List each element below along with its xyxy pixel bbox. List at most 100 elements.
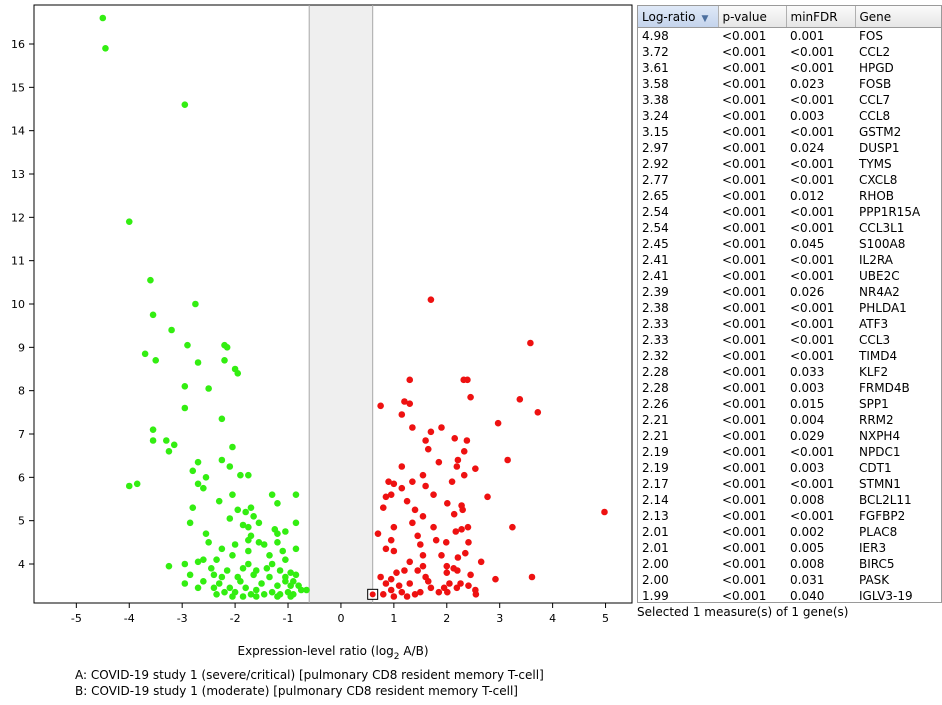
gene-point-up[interactable] bbox=[403, 593, 411, 600]
gene-point-down[interactable] bbox=[237, 471, 244, 479]
gene-point-up[interactable] bbox=[390, 547, 398, 555]
gene-point-down[interactable] bbox=[184, 341, 191, 349]
gene-point-up[interactable] bbox=[379, 504, 387, 511]
gene-point-up[interactable] bbox=[390, 523, 398, 531]
gene-point-down[interactable] bbox=[268, 588, 276, 596]
gene-point-up[interactable] bbox=[382, 580, 390, 587]
gene-point-down[interactable] bbox=[229, 593, 236, 600]
gene-point-down[interactable] bbox=[268, 560, 276, 568]
gene-point-down[interactable] bbox=[181, 101, 189, 108]
gene-point-down[interactable] bbox=[133, 480, 141, 488]
table-row[interactable]: 1.99 <0.001 0.040 IGLV3-19 bbox=[638, 588, 941, 602]
gene-point-down[interactable] bbox=[245, 536, 252, 544]
table-row[interactable]: 2.32 <0.001 <0.001 TIMD4 bbox=[638, 348, 941, 364]
table-row[interactable]: 3.38 <0.001 <0.001 CCL7 bbox=[638, 92, 941, 108]
gene-point-up[interactable] bbox=[451, 435, 459, 442]
table-row[interactable]: 2.54 <0.001 <0.001 PPP1R15A bbox=[638, 204, 941, 220]
table-row[interactable]: 2.39 <0.001 0.026 NR4A2 bbox=[638, 284, 941, 300]
gene-point-down[interactable] bbox=[237, 578, 244, 585]
gene-point-down[interactable] bbox=[205, 385, 212, 392]
column-header-minfdr[interactable]: minFDR bbox=[786, 6, 856, 28]
gene-point-down[interactable] bbox=[247, 504, 255, 511]
gene-point-down[interactable] bbox=[287, 593, 294, 600]
gene-point-up[interactable] bbox=[464, 523, 472, 531]
gene-point-up[interactable] bbox=[452, 528, 460, 535]
table-row[interactable]: 2.38 <0.001 <0.001 PHLDA1 bbox=[638, 300, 941, 316]
gene-point-down[interactable] bbox=[279, 547, 287, 555]
gene-point-down[interactable] bbox=[260, 591, 268, 598]
gene-point-up[interactable] bbox=[414, 532, 421, 540]
gene-point-down[interactable] bbox=[202, 530, 210, 537]
table-row[interactable]: 3.58 <0.001 0.023 FOSB bbox=[638, 76, 941, 92]
gene-point-down[interactable] bbox=[252, 593, 260, 600]
gene-point-up[interactable] bbox=[374, 530, 382, 537]
gene-point-down[interactable] bbox=[260, 541, 268, 548]
gene-point-down[interactable] bbox=[226, 515, 234, 522]
gene-point-up[interactable] bbox=[453, 584, 461, 592]
selected-gene-point[interactable] bbox=[369, 591, 376, 598]
gene-point-down[interactable] bbox=[168, 326, 175, 334]
gene-point-up[interactable] bbox=[442, 539, 450, 546]
gene-point-down[interactable] bbox=[282, 528, 289, 535]
gene-point-up[interactable] bbox=[472, 591, 480, 598]
gene-point-down[interactable] bbox=[186, 519, 194, 527]
gene-point-up[interactable] bbox=[406, 376, 414, 384]
gene-point-down[interactable] bbox=[200, 484, 207, 492]
gene-point-up[interactable] bbox=[387, 575, 395, 583]
gene-point-down[interactable] bbox=[218, 545, 226, 553]
gene-point-up[interactable] bbox=[395, 582, 403, 589]
gene-point-down[interactable] bbox=[292, 545, 300, 553]
gene-point-up[interactable] bbox=[601, 508, 608, 516]
gene-point-up[interactable] bbox=[463, 437, 471, 444]
column-header-log-ratio[interactable]: Log-ratio ▼ bbox=[638, 6, 719, 28]
gene-point-up[interactable] bbox=[494, 419, 502, 427]
gene-point-down[interactable] bbox=[252, 586, 260, 594]
table-row[interactable]: 2.77 <0.001 <0.001 CXCL8 bbox=[638, 172, 941, 188]
gene-point-down[interactable] bbox=[245, 471, 252, 479]
table-row[interactable]: 3.72 <0.001 <0.001 CCL2 bbox=[638, 44, 941, 60]
gene-point-up[interactable] bbox=[406, 400, 414, 407]
gene-point-up[interactable] bbox=[398, 588, 406, 596]
gene-point-up[interactable] bbox=[417, 541, 424, 548]
gene-point-down[interactable] bbox=[99, 14, 107, 22]
gene-point-up[interactable] bbox=[398, 463, 406, 470]
table-row[interactable]: 2.28 <0.001 0.003 FRMD4B bbox=[638, 380, 941, 396]
gene-point-up[interactable] bbox=[509, 523, 516, 531]
gene-point-up[interactable] bbox=[419, 552, 427, 559]
gene-point-down[interactable] bbox=[200, 578, 207, 585]
gene-point-down[interactable] bbox=[303, 586, 310, 594]
table-row[interactable]: 2.14 <0.001 0.008 BCL2L11 bbox=[638, 492, 941, 508]
table-row[interactable]: 3.61 <0.001 <0.001 HPGD bbox=[638, 60, 941, 76]
gene-point-down[interactable] bbox=[292, 491, 300, 498]
gene-point-up[interactable] bbox=[406, 558, 414, 566]
gene-point-up[interactable] bbox=[462, 549, 469, 557]
table-row[interactable]: 2.19 <0.001 <0.001 NPDC1 bbox=[638, 444, 941, 460]
gene-point-up[interactable] bbox=[435, 458, 443, 466]
gene-point-down[interactable] bbox=[202, 474, 210, 481]
gene-point-down[interactable] bbox=[194, 584, 202, 592]
gene-point-down[interactable] bbox=[181, 580, 189, 587]
gene-point-down[interactable] bbox=[194, 458, 202, 466]
gene-point-down[interactable] bbox=[165, 448, 173, 455]
column-header-p-value[interactable]: p-value bbox=[718, 6, 787, 28]
gene-point-up[interactable] bbox=[422, 437, 429, 444]
gene-point-down[interactable] bbox=[125, 482, 133, 490]
gene-point-up[interactable] bbox=[422, 482, 429, 490]
table-row[interactable]: 2.45 <0.001 0.045 S100A8 bbox=[638, 236, 941, 252]
gene-point-up[interactable] bbox=[417, 588, 424, 596]
table-row[interactable]: 2.33 <0.001 <0.001 CCL3 bbox=[638, 332, 941, 348]
gene-point-down[interactable] bbox=[292, 519, 300, 527]
gene-point-down[interactable] bbox=[292, 571, 300, 579]
gene-point-down[interactable] bbox=[215, 497, 223, 505]
gene-point-down[interactable] bbox=[266, 573, 273, 581]
gene-point-down[interactable] bbox=[229, 443, 236, 451]
gene-point-down[interactable] bbox=[255, 519, 263, 527]
table-row[interactable]: 2.21 <0.001 0.004 RRM2 bbox=[638, 412, 941, 428]
gene-point-up[interactable] bbox=[398, 484, 406, 492]
gene-point-down[interactable] bbox=[263, 565, 271, 572]
gene-point-down[interactable] bbox=[218, 573, 226, 581]
gene-point-up[interactable] bbox=[401, 567, 408, 574]
gene-point-up[interactable] bbox=[458, 526, 465, 533]
gene-point-up[interactable] bbox=[387, 536, 395, 544]
